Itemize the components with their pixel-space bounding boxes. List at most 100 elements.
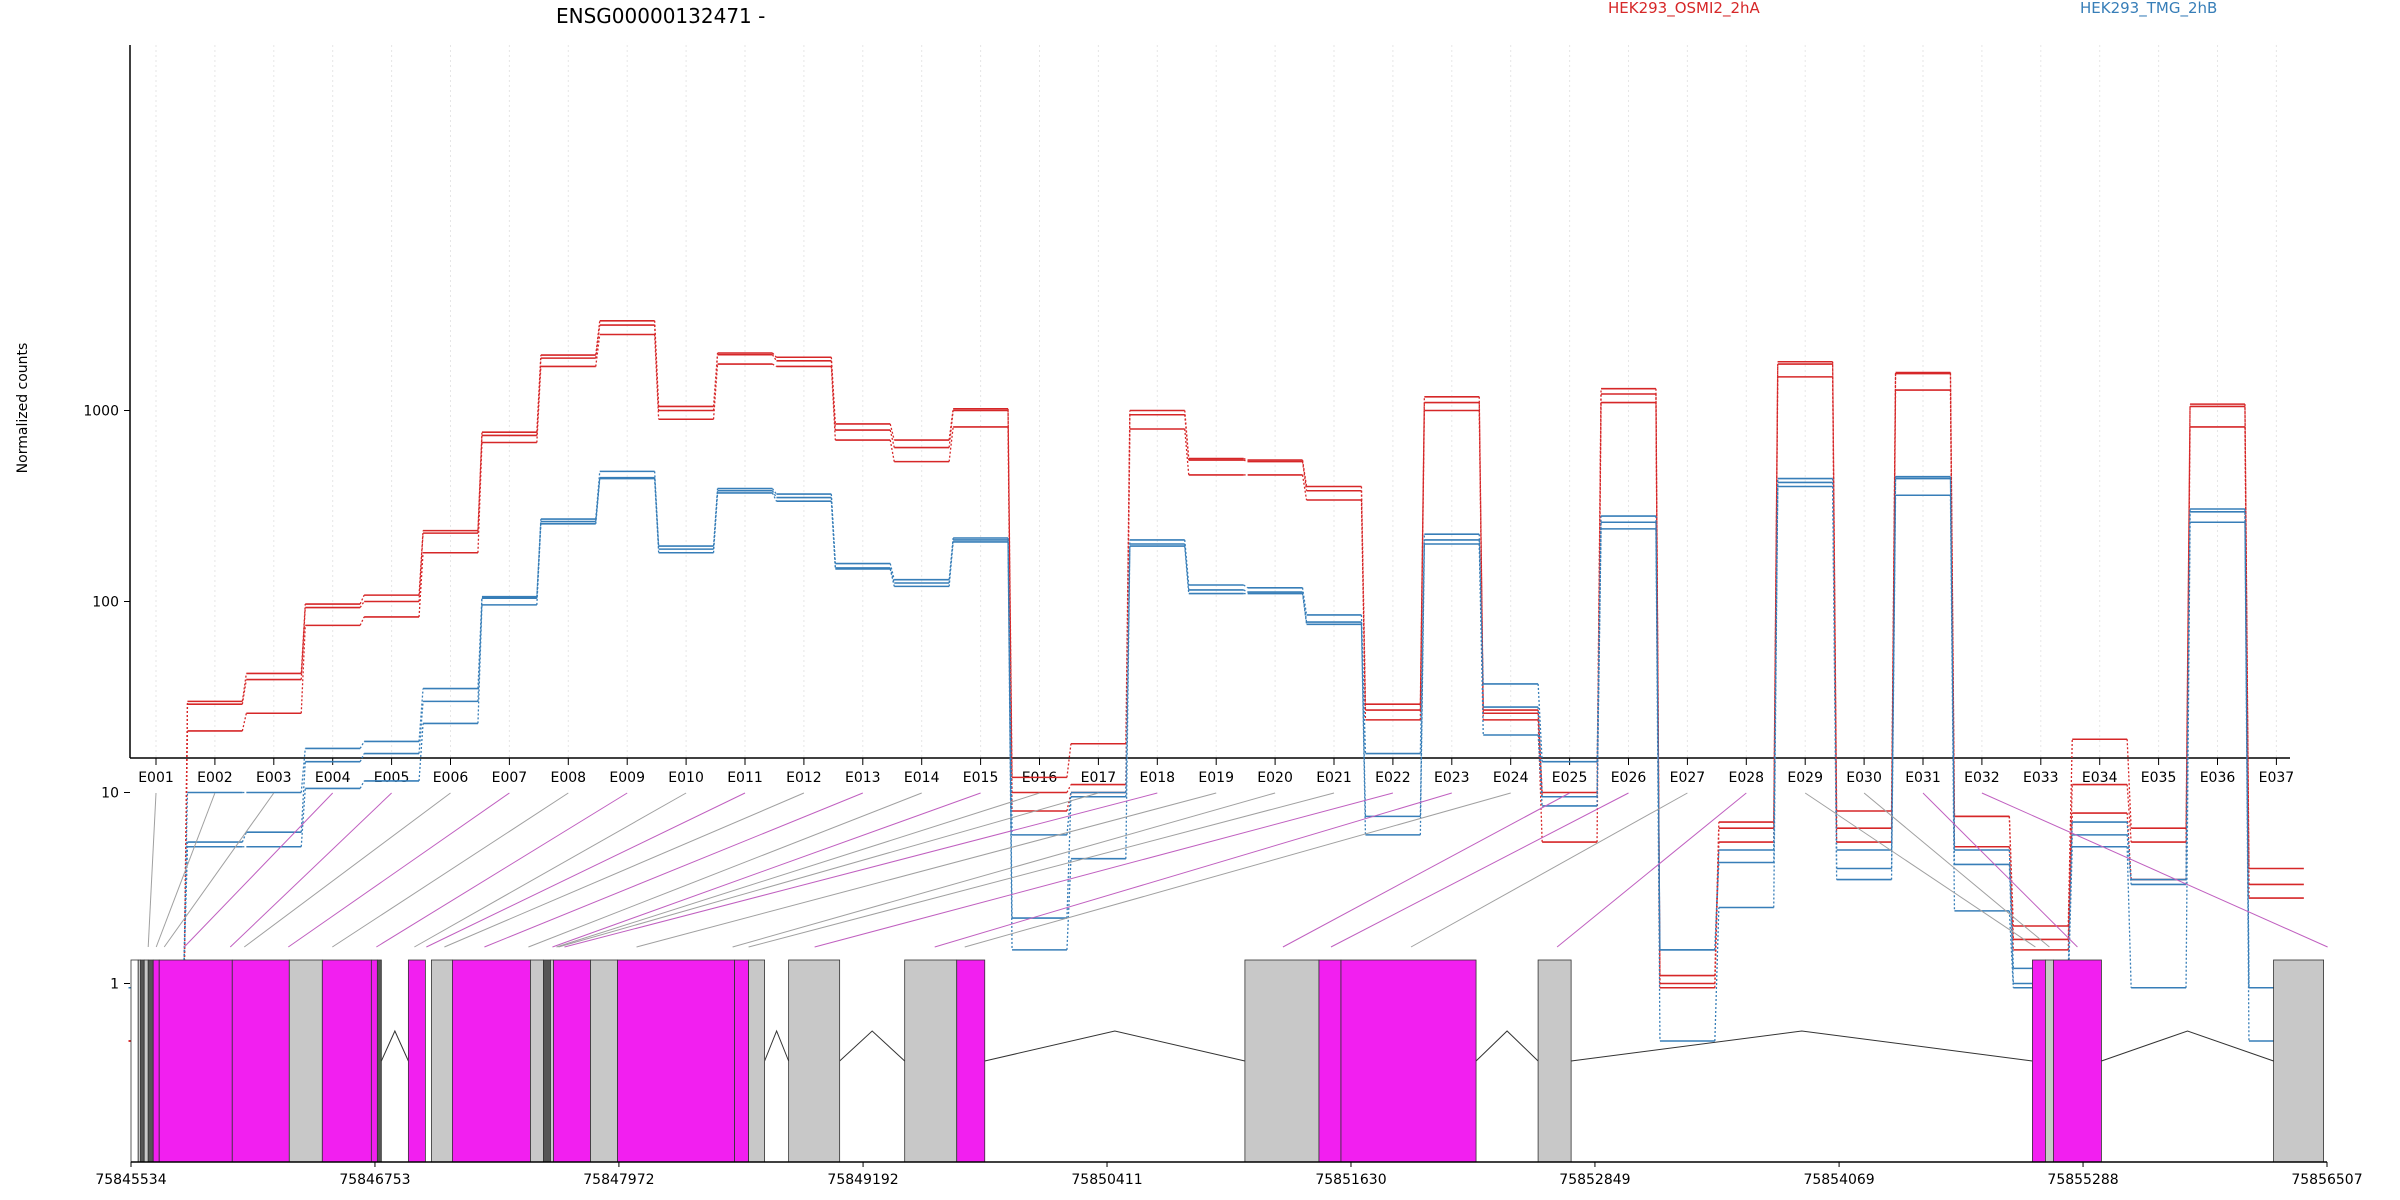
exon-block-21 [734, 959, 749, 1163]
step-E030-E031 [1890, 390, 1897, 843]
step-E016-E017 [1066, 858, 1072, 950]
connector-13 [528, 792, 922, 948]
step-E013-E014 [889, 567, 895, 584]
x-tick-label-E026: E026 [1611, 770, 1647, 786]
x-tick-label-E036: E036 [2200, 770, 2236, 786]
step-E032-E033 [2008, 816, 2014, 940]
x-tick-label-E005: E005 [374, 770, 410, 786]
connector-1 [155, 792, 216, 948]
exon-block-0 [130, 959, 139, 1163]
exon-block-5 [152, 959, 160, 1163]
y-axis-label: Normalized counts [15, 343, 31, 474]
step-E016-E017 [1066, 743, 1072, 778]
y-tick-label-10: 10 [101, 786, 119, 802]
step-E004-E005 [359, 753, 365, 762]
step-E025-E026 [1596, 393, 1602, 797]
connector-27 [1556, 792, 1747, 948]
step-E033-E034 [2067, 813, 2073, 950]
exon-block-2 [140, 959, 145, 1163]
step-E015-E016 [1007, 408, 1013, 778]
step-E016-E017 [1066, 796, 1072, 919]
step-E011-E012 [771, 492, 778, 502]
x-tick-label-E037: E037 [2259, 770, 2295, 786]
exon-block-32 [2053, 959, 2102, 1163]
x-tick-label-E009: E009 [609, 770, 645, 786]
step-E036-E037 [2244, 522, 2250, 1042]
x-tick-label-E024: E024 [1493, 770, 1529, 786]
intron-3 [984, 1030, 1246, 1062]
exon-block-27 [1318, 959, 1342, 1163]
connector-4 [229, 792, 392, 948]
genomic-tick-label-2: 75847972 [583, 1172, 654, 1188]
legend-entry-tmg: HEK293_TMG_2hB [2080, 0, 2217, 18]
vertical-grid [155, 45, 2277, 758]
step-E022-E023 [1419, 410, 1425, 720]
connector-31 [1981, 792, 2328, 948]
x-tick-label-E006: E006 [433, 770, 469, 786]
genomic-tick-label-5: 75851630 [1315, 1172, 1386, 1188]
connector-6 [288, 792, 510, 948]
exon-block-24 [904, 959, 958, 1163]
step-E011-E012 [771, 490, 778, 498]
exon-block-15 [530, 959, 544, 1163]
exon-block-29 [1537, 959, 1572, 1163]
step-E013-E014 [889, 563, 895, 580]
step-E007-E008 [536, 366, 542, 443]
exon-block-18 [553, 959, 591, 1163]
connector-5 [243, 792, 451, 948]
genomic-tick-label-8: 75855288 [2047, 1172, 2118, 1188]
step-E005-E006 [418, 688, 424, 742]
step-E006-E007 [477, 598, 483, 702]
step-E004-E005 [359, 594, 365, 605]
step-E025-E026 [1596, 522, 1602, 797]
step-E011-E012 [771, 488, 777, 495]
step-E019-E020 [1243, 584, 1249, 589]
connector-0 [147, 792, 157, 948]
step-E007-E008 [536, 523, 542, 605]
connector-25 [1330, 792, 1629, 948]
step-E031-E032 [1949, 495, 1956, 911]
exon-block-30 [2032, 959, 2046, 1163]
step-E021-E022 [1360, 499, 1367, 720]
step-E008-E009 [595, 478, 601, 524]
x-tick-label-E011: E011 [727, 770, 763, 786]
step-E015-E016 [1007, 539, 1013, 919]
x-tick-label-E008: E008 [551, 770, 587, 786]
step-E005-E006 [418, 723, 424, 781]
step-E020-E021 [1301, 593, 1308, 625]
step-E012-E013 [830, 366, 836, 441]
step-E008-E009 [595, 477, 601, 522]
genomic-axis: 75845534 75846753 75847972 75849192 75850411… [95, 1161, 2363, 1188]
step-E002-E003 [241, 673, 247, 702]
exon-block-33 [2273, 959, 2324, 1163]
connector-16 [558, 792, 1099, 948]
step-E010-E011 [712, 492, 719, 553]
step-E007-E008 [536, 521, 542, 599]
step-E034-E035 [2126, 784, 2132, 843]
x-tick-label-E004: E004 [315, 770, 351, 786]
exon-block-22 [748, 959, 766, 1163]
step-E017-E018 [1125, 410, 1131, 744]
step-E034-E035 [2126, 739, 2132, 829]
intron-5 [1571, 1030, 2033, 1062]
step-E004-E005 [359, 780, 365, 789]
step-E034-E035 [2126, 834, 2132, 885]
exon-block-7 [231, 959, 290, 1163]
step-E008-E009 [595, 334, 601, 367]
step-E018-E019 [1184, 410, 1190, 459]
step-E020-E021 [1301, 592, 1308, 623]
step-E005-E006 [418, 552, 424, 617]
step-E002-E003 [241, 713, 247, 732]
x-tick-label-E032: E032 [1964, 770, 2000, 786]
step-E020-E021 [1301, 459, 1308, 487]
gene-model [130, 959, 2324, 1163]
step-E012-E013 [830, 501, 836, 570]
step-E019-E020 [1243, 459, 1248, 463]
y-axis: 1 10 100 1000 [83, 45, 131, 993]
intron-1 [764, 1029, 790, 1062]
exon-block-3 [143, 959, 149, 1163]
step-E024-E025 [1537, 683, 1543, 762]
step-E019-E020 [1243, 457, 1248, 461]
exon-block-8 [288, 959, 323, 1163]
